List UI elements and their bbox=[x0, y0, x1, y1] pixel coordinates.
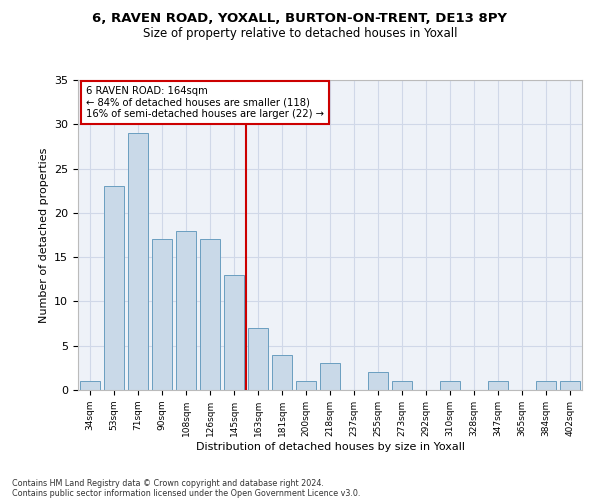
Bar bbox=[536, 381, 556, 390]
Bar bbox=[248, 328, 268, 390]
Bar bbox=[368, 372, 388, 390]
Bar bbox=[128, 133, 148, 390]
Bar bbox=[296, 381, 316, 390]
X-axis label: Distribution of detached houses by size in Yoxall: Distribution of detached houses by size … bbox=[196, 442, 464, 452]
Text: Contains HM Land Registry data © Crown copyright and database right 2024.: Contains HM Land Registry data © Crown c… bbox=[12, 478, 324, 488]
Bar bbox=[200, 240, 220, 390]
Bar bbox=[392, 381, 412, 390]
Bar bbox=[440, 381, 460, 390]
Bar bbox=[272, 354, 292, 390]
Bar bbox=[80, 381, 100, 390]
Bar bbox=[488, 381, 508, 390]
Bar bbox=[224, 275, 244, 390]
Text: 6 RAVEN ROAD: 164sqm
← 84% of detached houses are smaller (118)
16% of semi-deta: 6 RAVEN ROAD: 164sqm ← 84% of detached h… bbox=[86, 86, 323, 120]
Text: 6, RAVEN ROAD, YOXALL, BURTON-ON-TRENT, DE13 8PY: 6, RAVEN ROAD, YOXALL, BURTON-ON-TRENT, … bbox=[92, 12, 508, 26]
Y-axis label: Number of detached properties: Number of detached properties bbox=[38, 148, 49, 322]
Text: Contains public sector information licensed under the Open Government Licence v3: Contains public sector information licen… bbox=[12, 488, 361, 498]
Bar bbox=[560, 381, 580, 390]
Bar bbox=[104, 186, 124, 390]
Bar bbox=[152, 240, 172, 390]
Text: Size of property relative to detached houses in Yoxall: Size of property relative to detached ho… bbox=[143, 28, 457, 40]
Bar bbox=[176, 230, 196, 390]
Bar bbox=[320, 364, 340, 390]
